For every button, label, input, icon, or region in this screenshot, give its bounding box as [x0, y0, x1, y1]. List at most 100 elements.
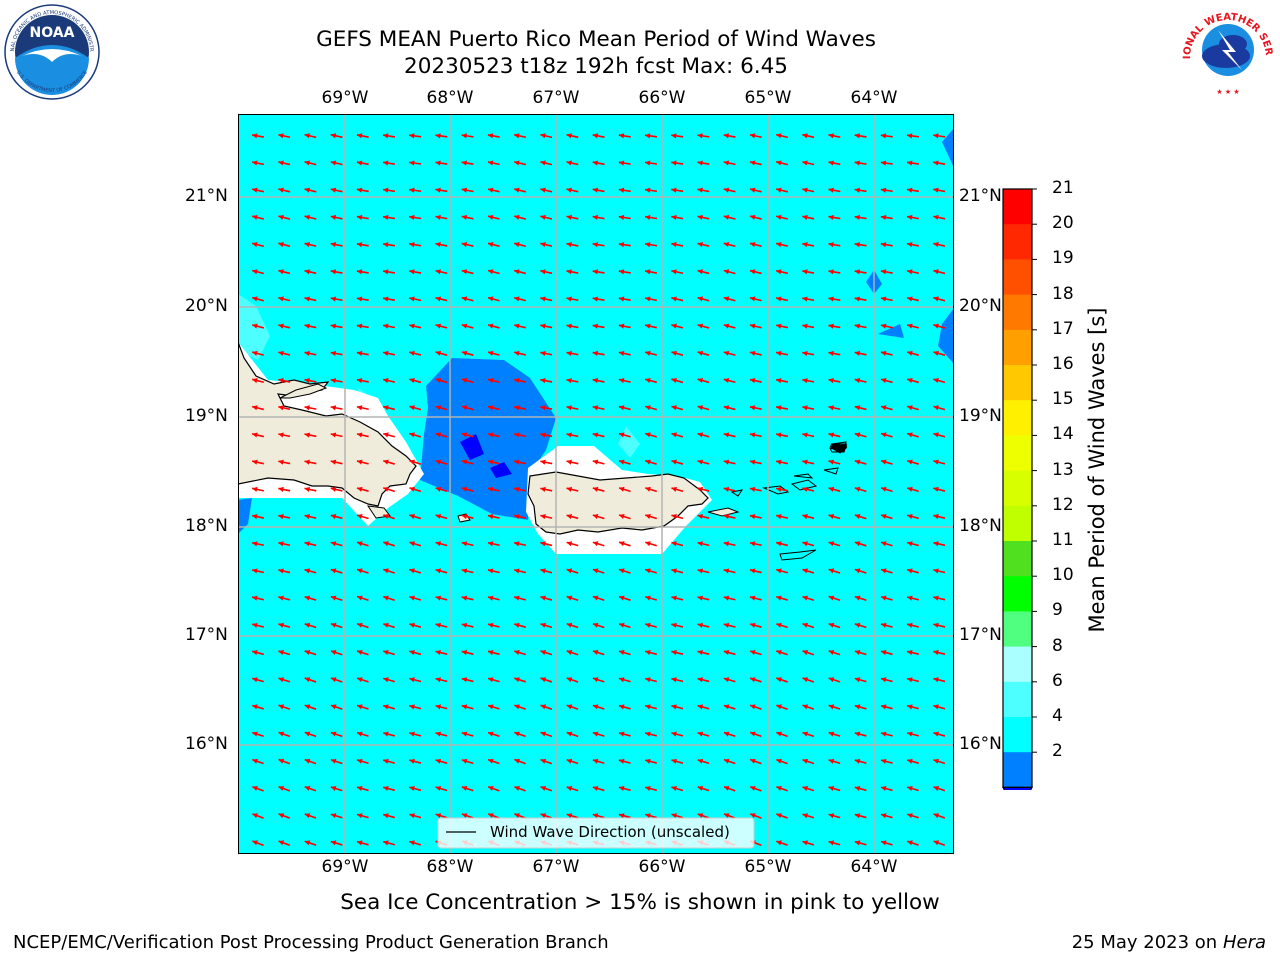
wave-arrow-head: [514, 296, 520, 302]
wave-arrow-head: [645, 622, 651, 628]
wave-arrow-head: [828, 786, 835, 792]
wave-arrow-head: [487, 187, 494, 193]
lat-label-right: 17°N: [959, 625, 1002, 645]
map-legend: Wind Wave Direction (unscaled): [437, 817, 755, 849]
wave-arrow-head: [697, 459, 704, 465]
wave-arrow-head: [854, 214, 860, 221]
wave-arrow-head: [304, 323, 310, 329]
wave-arrow-head: [461, 514, 468, 520]
wave-arrow-head: [357, 731, 363, 737]
wave-arrow-head: [802, 731, 809, 737]
wave-arrow-head: [461, 486, 468, 492]
wave-arrow-head: [854, 432, 861, 438]
wave-arrow-head: [435, 731, 442, 737]
wave-arrow-head: [776, 432, 782, 438]
wave-arrow-head: [933, 214, 939, 220]
wave-arrow-head: [278, 187, 284, 193]
lon-label-top: 65°W: [744, 88, 792, 108]
wave-arrow-head: [723, 269, 730, 275]
wave-arrow-head: [330, 160, 337, 166]
wave-arrow-head: [671, 622, 677, 628]
wave-arrow-head: [592, 160, 599, 166]
wave-arrow-head: [330, 731, 337, 737]
wave-arrow-head: [645, 269, 651, 275]
wave-arrow-head: [697, 541, 704, 547]
wave-arrow-head: [933, 486, 939, 492]
wave-arrow-head: [802, 622, 809, 628]
wave-arrow-head: [618, 296, 625, 302]
wave-arrow-head: [828, 187, 834, 193]
wave-arrow-head: [356, 296, 363, 302]
wave-arrow-head: [461, 595, 468, 601]
wave-arrow-head: [671, 568, 677, 574]
wave-arrow-head: [933, 731, 939, 737]
wave-arrow-head: [540, 160, 546, 166]
wave-arrow-head: [409, 432, 415, 438]
wave-arrow-head: [356, 133, 363, 139]
wave-arrow-head: [828, 813, 835, 819]
wave-arrow-head: [854, 296, 861, 302]
wave-arrow-head: [304, 133, 311, 139]
wave-arrow-head: [409, 323, 415, 329]
wave-arrow-head: [356, 405, 363, 411]
wave-arrow-head: [828, 731, 835, 737]
wave-arrow-head: [461, 568, 468, 574]
wave-arrow-head: [304, 296, 310, 302]
wave-arrow-head: [645, 677, 651, 683]
lon-label-top: 67°W: [532, 88, 580, 108]
wave-arrow-head: [304, 813, 311, 819]
wave-arrow-head: [461, 350, 468, 356]
wave-arrow-head: [409, 731, 415, 737]
wave-arrow-head: [907, 704, 913, 710]
wave-arrow-head: [278, 704, 285, 710]
wave-arrow-head: [828, 622, 835, 628]
wave-arrow-head: [749, 160, 756, 166]
wave-arrow-head: [566, 187, 572, 193]
wave-arrow-head: [514, 432, 520, 438]
wave-arrow-head: [278, 677, 285, 683]
wave-arrow-head: [514, 731, 520, 737]
wave-arrow-head: [776, 486, 782, 492]
wave-arrow-head: [618, 378, 625, 384]
wave-arrow-head: [461, 133, 467, 139]
wave-arrow-head: [828, 568, 835, 574]
wave-patch-2-4: [238, 498, 252, 534]
wave-arrow-head: [854, 541, 861, 547]
wave-arrow-head: [723, 650, 730, 656]
wave-arrow-head: [619, 432, 625, 438]
wave-arrow-head: [540, 568, 546, 574]
wave-arrow-head: [723, 378, 730, 384]
wave-arrow-head: [907, 323, 913, 329]
wave-arrow-head: [776, 541, 782, 547]
lat-label-right: 18°N: [959, 516, 1002, 536]
wave-arrow-head: [619, 677, 625, 683]
wave-arrow-head: [854, 187, 860, 193]
wave-arrow-head: [356, 350, 363, 356]
wave-arrow-head: [749, 242, 756, 248]
wave-arrow-head: [854, 677, 861, 683]
wave-arrow-head: [488, 758, 494, 764]
wave-arrow-head: [828, 323, 834, 329]
wave-arrow-head: [461, 813, 468, 819]
wave-arrow-head: [933, 514, 939, 520]
wave-arrow-head: [592, 350, 599, 356]
wave-arrow-head: [907, 840, 913, 846]
wave-arrow-head: [409, 568, 415, 574]
lat-label-left: 17°N: [185, 625, 228, 645]
colorbar: [1002, 188, 1037, 790]
wave-arrow-head: [592, 405, 599, 411]
wave-arrow-head: [933, 650, 939, 656]
wave-arrow-head: [383, 296, 389, 302]
wave-arrow-head: [435, 242, 441, 248]
wave-arrow-head: [461, 160, 468, 166]
wave-arrow-head: [514, 541, 520, 547]
land-virgin-gorda: [823, 467, 839, 475]
nws-logo: NATIONAL WEATHER SERVICE ★ ★ ★: [1178, 0, 1274, 96]
wave-arrow-head: [723, 731, 730, 737]
colorbar-label: Mean Period of Wind Waves [s]: [1085, 307, 1109, 633]
wave-arrow-head: [854, 459, 861, 465]
wave-arrow-head: [566, 650, 573, 655]
wave-arrow-head: [540, 486, 546, 492]
wave-arrow-head: [540, 242, 546, 248]
wave-arrow-head: [304, 840, 311, 846]
